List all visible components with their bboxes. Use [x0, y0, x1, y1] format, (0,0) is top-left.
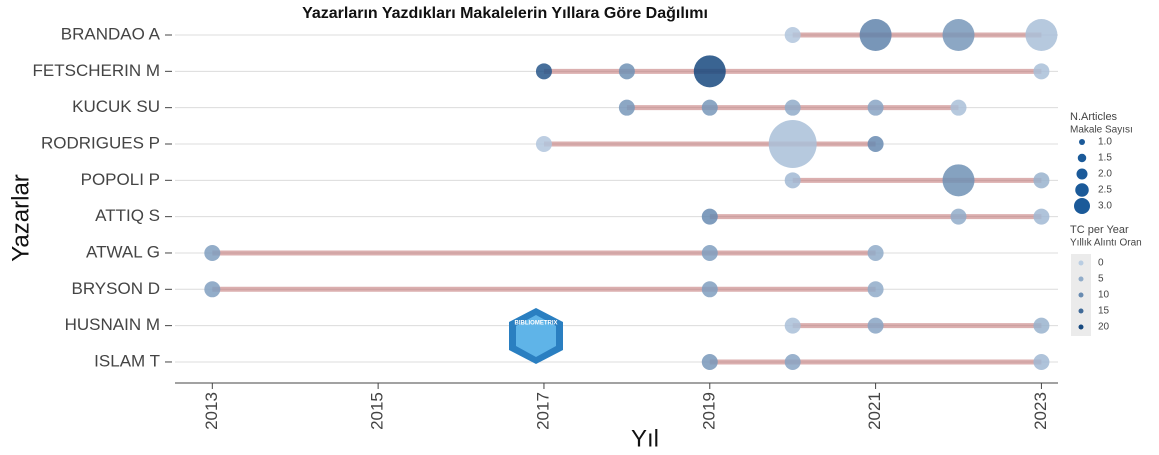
y-tick-label: FETSCHERIN M — [33, 61, 161, 80]
article-point — [867, 281, 884, 298]
article-point — [1033, 208, 1050, 225]
legend-label: 2.0 — [1098, 169, 1112, 180]
legend-size-key — [1074, 198, 1090, 214]
legend-color-key — [1078, 276, 1084, 282]
legend-title: N.Articles — [1070, 111, 1118, 123]
article-point — [618, 63, 635, 80]
x-tick-label: 2021 — [865, 392, 884, 430]
y-tick-label: HUSNAIN M — [65, 315, 160, 334]
watermark-text: BIBLIOMETRIX — [515, 321, 558, 327]
y-tick-label: ISLAM T — [94, 351, 160, 370]
watermark-inner — [516, 315, 556, 357]
article-point — [1033, 172, 1050, 189]
legend-label: 1.0 — [1098, 137, 1112, 148]
legend-color-key — [1078, 292, 1084, 298]
legend-color-key — [1078, 308, 1084, 314]
article-point — [701, 353, 718, 370]
y-tick-label: ATWAL G — [86, 242, 160, 261]
legend-label: 20 — [1098, 322, 1110, 333]
y-axis-label: Yazarlar — [7, 174, 34, 262]
article-point — [618, 99, 635, 116]
article-point — [535, 63, 552, 80]
x-axis-label: Yıl — [631, 425, 659, 452]
article-point — [204, 244, 221, 261]
article-point — [1025, 19, 1058, 51]
article-point — [867, 317, 884, 334]
article-point — [867, 99, 884, 116]
legend-color-key — [1078, 324, 1084, 330]
article-point — [768, 119, 817, 168]
article-point — [950, 99, 967, 116]
y-tick-label: BRYSON D — [72, 279, 161, 298]
legend-label: 3.0 — [1098, 201, 1112, 212]
watermark: BIBLIOMETRIX — [509, 308, 563, 364]
article-point — [867, 244, 884, 261]
article-point — [784, 317, 801, 334]
article-point — [1033, 353, 1050, 370]
article-point — [942, 164, 975, 197]
legend-color-key — [1078, 260, 1084, 266]
legend-title: TC per Year — [1070, 224, 1129, 236]
chart-title: Yazarların Yazdıkları Makalelerin Yıllar… — [302, 5, 708, 22]
legend-size-key — [1079, 139, 1085, 145]
y-tick-label: KUCUK SU — [72, 97, 160, 116]
y-tick-label: RODRIGUES P — [41, 133, 160, 152]
legend-label: 2.5 — [1098, 185, 1112, 196]
legend-size-key — [1077, 153, 1087, 163]
article-point — [204, 281, 221, 298]
y-tick-label: POPOLI P — [81, 170, 160, 189]
article-point — [784, 99, 801, 116]
article-point — [693, 55, 726, 88]
article-point — [701, 208, 718, 225]
y-tick-label: BRANDAO A — [61, 24, 161, 43]
article-point — [1033, 317, 1050, 334]
x-tick-label: 2015 — [368, 392, 387, 430]
article-point — [859, 19, 892, 51]
article-point — [1033, 63, 1050, 80]
article-point — [950, 208, 967, 225]
legend-label: 5 — [1098, 274, 1104, 285]
article-point — [535, 135, 552, 152]
y-tick-label: ATTIQ S — [95, 206, 160, 225]
legend-subtitle: Makale Sayısı — [1070, 125, 1133, 136]
x-tick-label: 2023 — [1031, 392, 1050, 430]
x-tick-label: 2013 — [202, 392, 221, 430]
article-point — [867, 135, 884, 152]
article-point — [784, 172, 801, 189]
x-tick-label: 2019 — [699, 392, 718, 430]
legend-size-key — [1075, 183, 1089, 197]
article-point — [701, 281, 718, 298]
legend-subtitle: Yıllık Alıntı Oran — [1070, 238, 1142, 249]
legend-size-key — [1076, 168, 1088, 180]
article-point — [942, 19, 975, 51]
legend-label: 0 — [1098, 258, 1104, 269]
article-point — [784, 27, 801, 43]
legend-label: 1.5 — [1098, 153, 1112, 164]
x-tick-label: 2017 — [533, 392, 552, 430]
article-point — [701, 99, 718, 116]
article-point — [701, 244, 718, 261]
legend-label: 10 — [1098, 290, 1110, 301]
article-point — [784, 353, 801, 370]
legend-label: 15 — [1098, 306, 1110, 317]
